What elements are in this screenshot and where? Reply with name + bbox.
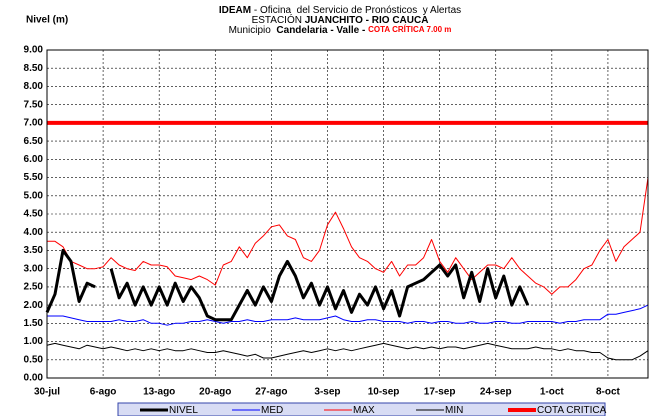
y-tick-label: 0.00 xyxy=(24,373,44,384)
legend xyxy=(117,402,606,416)
chart-title: Municipio Candelaria - Valle - COTA CRÍT… xyxy=(229,25,452,36)
title-part: IDEAM xyxy=(219,5,251,16)
series-line xyxy=(45,248,530,322)
y-tick-label: 7.00 xyxy=(24,118,44,129)
y-tick-label: 5.00 xyxy=(24,190,44,201)
legend-label: NIVEL xyxy=(169,405,198,416)
series-line xyxy=(46,342,649,361)
y-tick-label: 6.00 xyxy=(24,154,44,165)
x-tick-label: 1-oct xyxy=(540,387,565,398)
title-part: Candelaria - Valle - xyxy=(276,25,368,36)
x-tick-label: 13-ago xyxy=(143,387,175,398)
y-axis-label: Nivel (m) xyxy=(26,15,68,26)
chart-title: IDEAM - Oficina del Servicio de Pronósti… xyxy=(219,5,461,16)
title-part: COTA CRÍTICA 7.00 m xyxy=(368,25,451,34)
x-tick-label: 20-ago xyxy=(199,387,231,398)
y-tick-label: 3.50 xyxy=(24,245,44,256)
legend-label: MAX xyxy=(353,405,375,416)
y-tick-label: 5.50 xyxy=(24,172,44,183)
y-tick-label: 4.50 xyxy=(24,209,44,220)
series-line xyxy=(47,304,649,326)
x-tick-label: 10-sep xyxy=(368,387,400,398)
y-tick-label: 2.50 xyxy=(24,282,44,293)
chart-title: ESTACIÓN JUANCHITO - RIO CAUCA xyxy=(252,13,429,26)
title-part: - Oficina del Servicio de Pronósticos y … xyxy=(251,5,461,16)
legend-label: MED xyxy=(261,405,283,416)
y-tick-label: 9.00 xyxy=(24,45,44,56)
x-tick-label: 8-oct xyxy=(596,387,621,398)
x-tick-label: 30-jul xyxy=(34,387,60,398)
legend-label: MIN xyxy=(445,405,463,416)
x-tick-label: 17-sep xyxy=(424,387,456,398)
y-tick-label: 2.00 xyxy=(24,300,44,311)
legend-label: COTA CRITICA xyxy=(537,405,607,416)
y-tick-label: 0.50 xyxy=(24,354,44,365)
x-tick-label: 3-sep xyxy=(314,387,340,398)
y-tick-label: 7.50 xyxy=(24,99,44,110)
plot-border xyxy=(46,49,649,379)
title-part: Municipio xyxy=(229,25,277,36)
series-line xyxy=(47,177,649,295)
title-part: JUANCHITO - RIO CAUCA xyxy=(305,15,429,26)
y-tick-label: 4.00 xyxy=(24,227,44,238)
y-tick-label: 8.00 xyxy=(24,81,44,92)
y-tick-label: 6.50 xyxy=(24,136,44,147)
y-tick-label: 8.50 xyxy=(24,63,44,74)
x-tick-label: 24-sep xyxy=(480,387,512,398)
y-tick-label: 1.50 xyxy=(24,318,44,329)
y-tick-label: 3.00 xyxy=(24,263,44,274)
x-tick-label: 6-ago xyxy=(90,387,117,398)
title-part: ESTACIÓN xyxy=(252,13,305,26)
x-tick-label: 27-ago xyxy=(255,387,287,398)
y-tick-label: 1.00 xyxy=(24,336,44,347)
